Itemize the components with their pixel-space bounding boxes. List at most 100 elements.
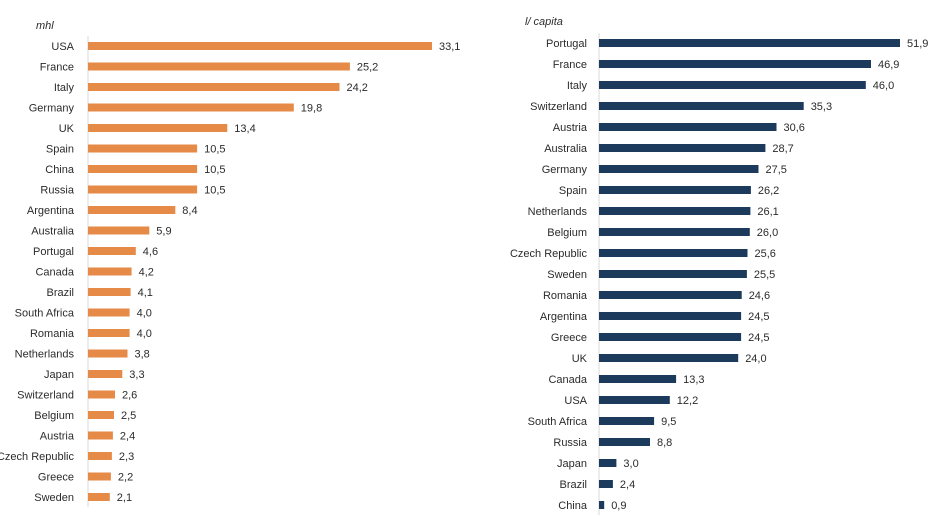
left-bar	[88, 390, 115, 399]
left-category-label: France	[40, 62, 74, 74]
left-value-label: 3,8	[135, 349, 150, 361]
left-category-label: South Africa	[15, 308, 75, 320]
right-category-label: Germany	[542, 164, 588, 176]
right-category-label: France	[553, 59, 587, 71]
left-bar	[88, 124, 228, 132]
right-category-label: Italy	[567, 80, 588, 92]
left-category-label: Netherlands	[15, 349, 75, 361]
left-category-label: Austria	[40, 431, 75, 443]
left-bar	[88, 247, 136, 255]
right-bar	[599, 123, 777, 131]
right-value-label: 2,4	[620, 479, 635, 491]
left-value-label: 3,3	[129, 369, 144, 381]
left-bar-chart: USA 33,1 France 25,2 Italy 24,2 Germany 19,8 UK 1…	[0, 36, 460, 507]
right-bar	[599, 270, 747, 278]
left-bar	[88, 165, 198, 173]
left-category-label: Portugal	[33, 246, 74, 258]
right-category-label: Sweden	[547, 269, 587, 281]
left-bar	[88, 83, 340, 91]
left-category-label: Russia	[40, 185, 75, 197]
left-category-label: Australia	[31, 226, 75, 238]
left-value-label: 4,6	[143, 246, 158, 258]
left-value-label: 4,1	[138, 287, 153, 299]
right-category-label: Greece	[551, 332, 587, 344]
left-bar	[88, 411, 114, 419]
left-bar	[88, 349, 128, 358]
left-category-label: Canada	[35, 267, 74, 279]
right-bar	[599, 459, 617, 467]
left-bar	[88, 185, 198, 194]
left-category-label: UK	[59, 123, 75, 135]
left-bar	[88, 267, 132, 276]
right-bar	[599, 501, 605, 509]
right-category-label: Russia	[553, 437, 588, 449]
left-bar	[88, 62, 350, 71]
right-bar	[599, 186, 751, 194]
right-value-label: 27,5	[766, 164, 787, 176]
right-bar	[599, 165, 759, 173]
right-bar	[599, 102, 804, 110]
right-category-label: Australia	[544, 143, 588, 155]
left-bar	[88, 206, 176, 214]
right-bar	[599, 438, 650, 446]
right-category-label: Czech Republic	[510, 248, 588, 260]
right-value-label: 24,5	[748, 311, 769, 323]
right-category-label: Portugal	[546, 38, 587, 50]
right-category-label: Spain	[559, 185, 587, 197]
right-category-label: South Africa	[528, 416, 588, 428]
right-bar	[599, 39, 900, 47]
left-value-label: 33,1	[439, 41, 460, 53]
left-value-label: 4,0	[137, 308, 152, 320]
right-category-label: USA	[564, 395, 587, 407]
right-value-label: 26,0	[757, 227, 778, 239]
right-bar	[599, 354, 739, 362]
left-category-label: Brazil	[46, 287, 74, 299]
left-category-label: Sweden	[34, 492, 74, 504]
left-value-label: 13,4	[234, 123, 255, 135]
left-value-label: 10,5	[204, 164, 225, 176]
right-value-label: 25,5	[754, 269, 775, 281]
left-bar	[88, 288, 131, 296]
right-bar-chart: Portugal 51,9 France 46,9 Italy 46,0 Switzerla…	[510, 33, 928, 515]
left-bar	[88, 144, 198, 153]
left-value-label: 25,2	[357, 62, 378, 74]
right-value-label: 12,2	[677, 395, 698, 407]
right-bar	[599, 375, 677, 383]
right-category-label: Brazil	[559, 479, 587, 491]
right-value-label: 9,5	[661, 416, 676, 428]
left-category-label: Romania	[30, 328, 75, 340]
right-bar	[599, 249, 748, 257]
left-bar	[88, 431, 113, 440]
left-value-label: 19,8	[301, 103, 322, 115]
left-category-label: Japan	[44, 369, 74, 381]
right-category-label: Belgium	[547, 227, 587, 239]
right-category-label: Romania	[543, 290, 588, 302]
right-chart-unit-label: l/ capita	[525, 16, 563, 28]
left-value-label: 4,2	[139, 267, 154, 279]
right-category-label: China	[558, 500, 588, 512]
left-value-label: 2,6	[122, 390, 137, 402]
right-value-label: 26,2	[758, 185, 779, 197]
left-value-label: 2,1	[117, 492, 132, 504]
right-bar	[599, 228, 750, 236]
right-bar	[599, 291, 742, 299]
left-bar	[88, 329, 130, 337]
right-bar	[599, 480, 613, 488]
left-value-label: 2,4	[120, 431, 135, 443]
right-category-label: UK	[572, 353, 588, 365]
right-value-label: 8,8	[657, 437, 672, 449]
left-category-label: China	[45, 164, 75, 176]
left-bar	[88, 308, 130, 317]
right-value-label: 0,9	[611, 500, 626, 512]
left-value-label: 10,5	[204, 185, 225, 197]
right-category-label: Netherlands	[528, 206, 588, 218]
left-category-label: Greece	[38, 472, 74, 484]
left-category-label: Czech Republic	[0, 451, 74, 463]
left-chart-unit-label: mhl	[36, 20, 54, 32]
right-bar	[599, 333, 742, 341]
left-category-label: Argentina	[27, 205, 75, 217]
left-category-label: USA	[51, 41, 74, 53]
left-value-label: 4,0	[137, 328, 152, 340]
right-bar	[599, 60, 871, 68]
